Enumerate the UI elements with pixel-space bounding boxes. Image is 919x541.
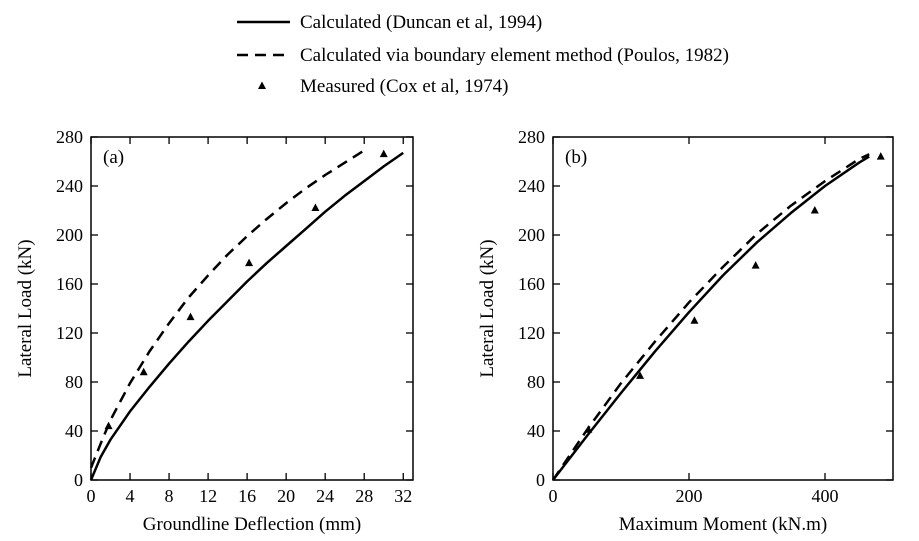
panel-label: (a) xyxy=(103,147,124,168)
y-tick-label: 280 xyxy=(56,127,83,147)
measured-point xyxy=(751,261,760,269)
duncan-solid-line xyxy=(552,155,870,481)
legend-label-1: Calculated (Duncan et al, 1994) xyxy=(300,12,542,33)
y-tick-label: 120 xyxy=(518,323,545,343)
x-tick-label: 8 xyxy=(165,486,174,506)
y-tick-label: 160 xyxy=(518,274,545,294)
panel-label: (b) xyxy=(565,147,587,168)
x-axis-label: Maximum Moment (kN.m) xyxy=(619,514,827,535)
x-tick-label: 28 xyxy=(355,486,373,506)
y-tick-label: 280 xyxy=(518,127,545,147)
x-tick-label: 20 xyxy=(277,486,295,506)
measured-point xyxy=(379,149,388,158)
y-tick-label: 240 xyxy=(518,176,545,196)
poulos-dashed-line xyxy=(551,153,870,481)
measured-point xyxy=(690,316,699,324)
legend-label-3: Measured (Cox et al, 1974) xyxy=(300,76,508,97)
measured-point xyxy=(636,371,645,379)
y-tick-label: 80 xyxy=(65,372,83,392)
y-tick-label: 0 xyxy=(536,470,545,490)
measured-point xyxy=(104,421,113,430)
measured-point xyxy=(810,206,819,214)
duncan-solid-line xyxy=(89,151,404,481)
y-tick-label: 40 xyxy=(65,421,83,441)
plot-frame xyxy=(90,136,414,481)
y-axis-label: Lateral Load (kN) xyxy=(15,239,36,377)
x-tick-label: 0 xyxy=(549,486,558,506)
legend: Calculated (Duncan et al, 1994) Calculate… xyxy=(237,12,729,97)
y-tick-label: 160 xyxy=(56,274,83,294)
legend-triangle-marker xyxy=(258,81,266,89)
measured-point xyxy=(186,312,195,321)
y-tick-label: 200 xyxy=(518,225,545,245)
x-tick-label: 400 xyxy=(812,486,839,506)
x-tick-label: 24 xyxy=(316,486,334,506)
y-tick-label: 80 xyxy=(527,372,545,392)
measured-point xyxy=(876,152,885,160)
measured-point xyxy=(311,203,320,212)
legend-label-2: Calculated via boundary element method (… xyxy=(300,45,729,66)
x-tick-label: 32 xyxy=(394,486,412,506)
measured-point xyxy=(139,367,148,376)
x-tick-label: 0 xyxy=(87,486,96,506)
x-tick-label: 12 xyxy=(199,486,217,506)
chart-panel-a: 0 4 8 12 16 20 24 28 32 0 40 80 120 160 200 240 280 (a) Gr… xyxy=(15,127,414,535)
y-axis-label: Lateral Load (kN) xyxy=(477,239,498,377)
x-tick-label: 200 xyxy=(676,486,703,506)
y-tick-label: 0 xyxy=(74,470,83,490)
plot-frame xyxy=(552,136,894,481)
y-tick-label: 40 xyxy=(527,421,545,441)
x-tick-label: 4 xyxy=(126,486,135,506)
x-tick-label: 16 xyxy=(238,486,256,506)
chart-panel-b: 0 200 400 0 40 80 120 160 200 240 280 (b) Maximum Mo… xyxy=(477,127,894,535)
measured-point xyxy=(584,425,593,433)
x-axis-label: Groundline Deflection (mm) xyxy=(143,514,361,535)
y-tick-label: 120 xyxy=(56,323,83,343)
measured-point xyxy=(245,258,254,267)
y-tick-label: 240 xyxy=(56,176,83,196)
poulos-dashed-line xyxy=(89,149,365,469)
y-tick-label: 200 xyxy=(56,225,83,245)
